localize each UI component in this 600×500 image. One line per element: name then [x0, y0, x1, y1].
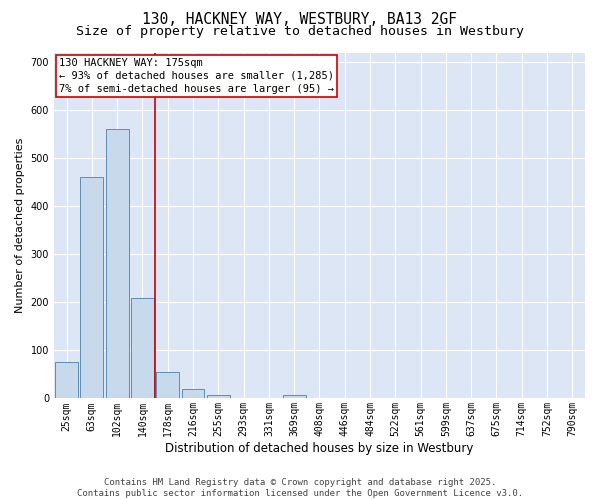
Bar: [131, 298, 154, 398]
Bar: [106, 130, 128, 398]
Bar: [283, 394, 305, 398]
Text: 130, HACKNEY WAY, WESTBURY, BA13 2GF: 130, HACKNEY WAY, WESTBURY, BA13 2GF: [143, 12, 458, 28]
Text: Size of property relative to detached houses in Westbury: Size of property relative to detached ho…: [76, 25, 524, 38]
Bar: [55, 362, 78, 398]
Y-axis label: Number of detached properties: Number of detached properties: [15, 138, 25, 313]
Text: Contains HM Land Registry data © Crown copyright and database right 2025.
Contai: Contains HM Land Registry data © Crown c…: [77, 478, 523, 498]
Bar: [157, 372, 179, 398]
Bar: [80, 178, 103, 398]
Bar: [182, 389, 205, 398]
X-axis label: Distribution of detached houses by size in Westbury: Distribution of detached houses by size …: [165, 442, 473, 455]
Text: 130 HACKNEY WAY: 175sqm
← 93% of detached houses are smaller (1,285)
7% of semi-: 130 HACKNEY WAY: 175sqm ← 93% of detache…: [59, 58, 334, 94]
Bar: [207, 394, 230, 398]
